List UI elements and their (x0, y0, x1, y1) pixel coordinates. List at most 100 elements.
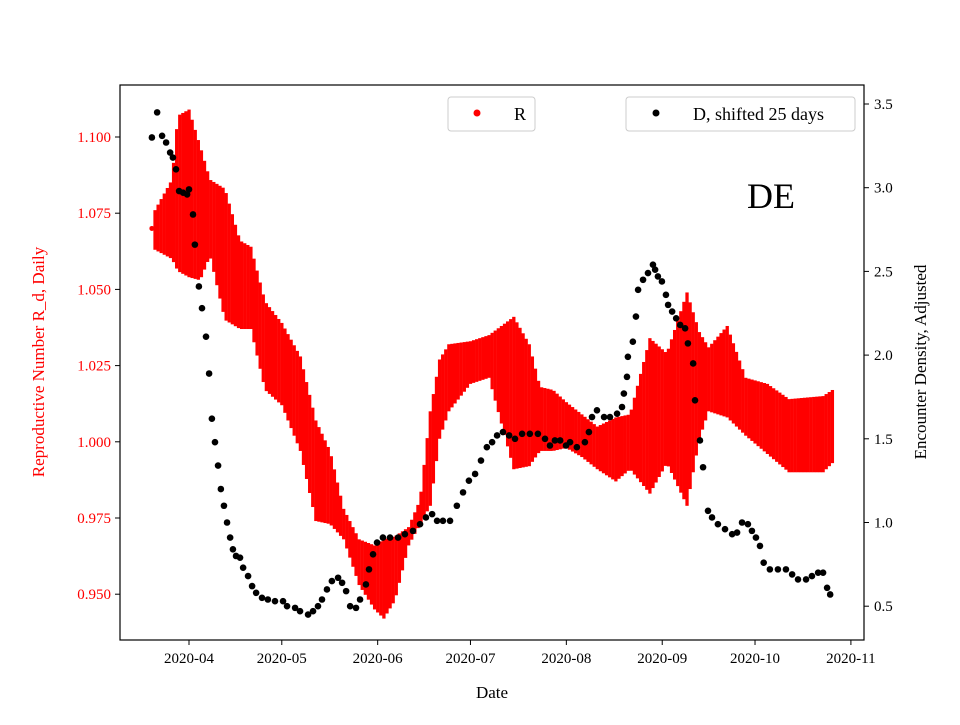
r-point (800, 433, 803, 437)
d-point (802, 576, 810, 583)
r-point (234, 274, 237, 277)
x-tick-label: 2020-08 (541, 651, 591, 667)
r-point (478, 358, 481, 361)
d-point (752, 534, 760, 541)
d-point (244, 572, 252, 580)
r-point (670, 404, 673, 408)
r-point (385, 574, 389, 578)
r-point (821, 432, 825, 436)
r-point (268, 349, 271, 352)
r-point (633, 434, 636, 438)
r-point (463, 365, 466, 369)
d-point (291, 604, 299, 612)
r-point (691, 391, 695, 394)
d-point (191, 241, 199, 248)
y-left-tick-label: 1.000 (77, 435, 111, 451)
legend-d-marker (652, 109, 660, 117)
legend-d: D, shifted 25 days (625, 96, 856, 132)
r-point (190, 197, 194, 201)
d-point (202, 333, 210, 340)
d-point (600, 413, 608, 421)
r-point (756, 412, 760, 415)
d-point (699, 463, 707, 471)
r-point (163, 222, 166, 226)
d-point (733, 529, 741, 536)
d-point (158, 132, 166, 140)
d-point (258, 594, 266, 602)
r-point (679, 400, 682, 404)
r-point (583, 436, 587, 440)
d-point (453, 502, 461, 510)
r-point (351, 545, 355, 549)
r-point (175, 197, 178, 201)
d-point (169, 154, 177, 161)
r-point (425, 473, 429, 476)
d-point (756, 542, 764, 550)
r-point (490, 359, 494, 363)
r-point (224, 255, 228, 259)
r-point (407, 535, 410, 538)
d-point (236, 554, 244, 561)
d-point (505, 432, 513, 439)
r-point (747, 407, 751, 410)
d-point (541, 435, 549, 443)
legend-r-marker (473, 109, 481, 117)
d-point (704, 507, 712, 515)
r-point (546, 418, 549, 422)
x-axis-label: Date (476, 683, 508, 702)
r-point (215, 233, 219, 236)
r-point (599, 446, 602, 450)
y-right-tick-label: 3.5 (874, 97, 893, 113)
d-point (211, 438, 219, 446)
d-point (148, 134, 156, 141)
r-point (302, 415, 305, 419)
d-point (826, 591, 834, 598)
d-point (342, 587, 350, 595)
legend-r: R (447, 96, 536, 132)
r-point (682, 399, 686, 402)
r-point (592, 444, 596, 447)
r-point (466, 363, 469, 366)
r-point (763, 415, 766, 419)
d-point (226, 534, 234, 541)
r-point (283, 369, 287, 372)
d-point (365, 566, 373, 573)
d-point (649, 261, 657, 269)
r-point (781, 429, 785, 433)
r-point (797, 434, 800, 437)
r-point (512, 391, 515, 395)
r-point (311, 456, 314, 459)
d-point (823, 584, 831, 592)
d-point (465, 477, 473, 484)
r-point (518, 396, 522, 400)
d-point (379, 534, 387, 541)
r-point (218, 240, 222, 244)
d-point (566, 438, 574, 446)
r-point (701, 382, 704, 385)
x-tick-label: 2020-07 (445, 651, 495, 667)
r-point (787, 434, 791, 437)
r-point (831, 425, 834, 428)
d-point (511, 435, 519, 443)
y-right-tick-label: 1.0 (874, 516, 893, 532)
r-point (732, 382, 735, 385)
d-point (416, 520, 424, 528)
d-point (676, 321, 684, 329)
d-point (808, 572, 816, 580)
r-point (568, 425, 571, 429)
r-point (246, 285, 249, 289)
r-point (296, 395, 299, 399)
r-point (456, 370, 460, 373)
d-point (744, 520, 752, 528)
r-point (271, 352, 274, 356)
d-point (314, 602, 322, 610)
r-point (543, 418, 546, 421)
r-point (305, 429, 308, 432)
d-point (309, 607, 317, 615)
r-point (537, 415, 540, 419)
d-point (782, 566, 790, 573)
r-point (497, 368, 500, 372)
d-point (794, 576, 802, 583)
r-point (469, 361, 472, 364)
r-point (277, 359, 280, 362)
